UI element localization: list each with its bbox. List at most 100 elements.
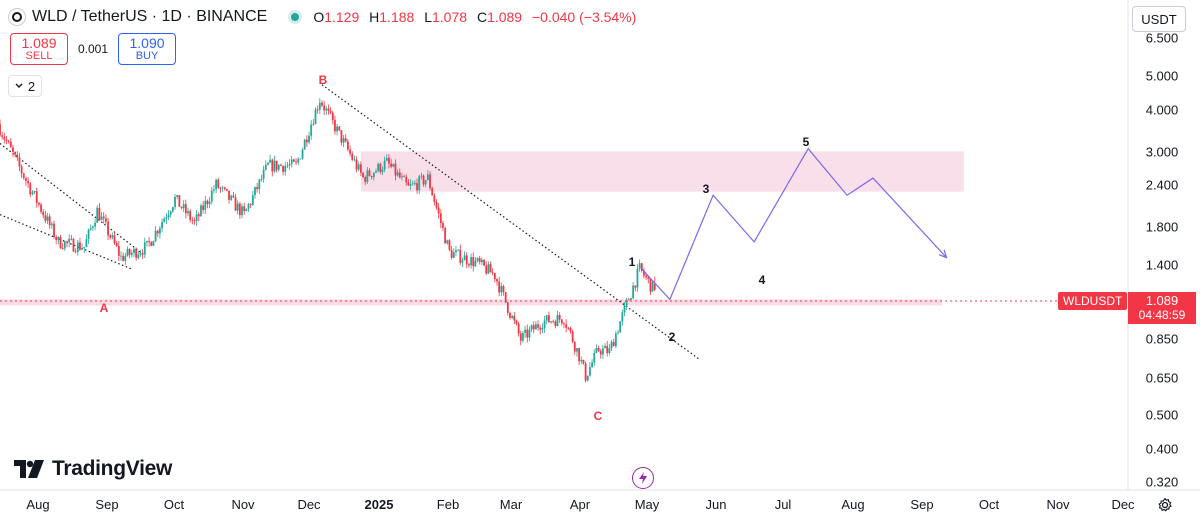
candle-body <box>269 159 272 163</box>
candle-body <box>468 264 470 266</box>
candle-body <box>511 315 514 318</box>
candle-body <box>625 299 628 306</box>
indicators-toggle-button[interactable]: 2 <box>8 75 42 97</box>
candle-body <box>25 178 27 181</box>
candle-body <box>604 345 606 349</box>
candle-body <box>362 172 364 178</box>
lightning-icon[interactable] <box>632 467 654 489</box>
candle-body <box>135 248 138 258</box>
candle-body <box>206 200 209 205</box>
time-tick: Feb <box>436 497 460 512</box>
candle-body <box>522 332 524 341</box>
tradingview-logo[interactable]: TradingView <box>14 457 172 481</box>
candle-body <box>81 248 84 250</box>
candle-body <box>184 204 187 214</box>
candle-body <box>260 178 263 180</box>
candle-body <box>571 331 574 343</box>
projection-arrowhead <box>938 249 948 259</box>
time-tick: Dec <box>1111 497 1135 512</box>
wave-label-5: 5 <box>802 135 810 149</box>
candle-body <box>457 249 460 251</box>
candle-body <box>433 195 436 203</box>
market-status-icon[interactable] <box>291 13 300 21</box>
candle-body <box>290 159 293 165</box>
candle-body <box>236 203 239 211</box>
time-tick-year: 2025 <box>364 497 394 512</box>
candle-body <box>325 108 328 111</box>
candle-body <box>584 363 587 381</box>
candle-body <box>20 166 23 174</box>
worldcoin-logo-icon <box>8 8 26 26</box>
candle-body <box>195 214 198 221</box>
candle-body <box>85 239 88 248</box>
symbol-title[interactable]: WLD / TetherUS · 1D · BINANCE <box>32 8 268 25</box>
support-zone <box>0 299 943 306</box>
buy-button[interactable]: 1.090 BUY <box>118 33 177 65</box>
candle-body <box>576 348 578 352</box>
sell-button[interactable]: 1.089 SELL <box>10 33 68 65</box>
candle-body <box>109 235 112 238</box>
symbol-price-label: WLDUSDT <box>1058 292 1128 310</box>
candle-body <box>122 255 125 261</box>
candle-body <box>225 188 228 191</box>
candle-body <box>431 188 434 196</box>
candle-body <box>591 362 593 368</box>
candle-body <box>35 191 38 203</box>
candle-body <box>398 172 401 178</box>
candle-body <box>327 108 330 111</box>
candle-body <box>396 172 399 176</box>
price-tick: 0.850 <box>1145 331 1179 347</box>
gear-icon[interactable] <box>1156 496 1174 514</box>
candle-body <box>280 164 282 166</box>
ohlc-legend: O1.129 H1.188 L1.078 C1.089 −0.040 (−3.5… <box>313 9 642 25</box>
candle-body <box>141 253 144 255</box>
candle-body <box>439 213 442 224</box>
candle-body <box>643 270 645 276</box>
candle-body <box>176 195 179 197</box>
candle-body <box>580 359 583 362</box>
candle-body <box>535 324 537 330</box>
candle-body <box>355 159 358 170</box>
chevron-down-icon <box>15 83 23 88</box>
candle-body <box>44 215 47 221</box>
candle-body <box>595 348 598 353</box>
currency-button[interactable]: USDT <box>1132 6 1186 32</box>
ohlc-close-key: C <box>476 9 488 25</box>
candle-body <box>589 367 591 376</box>
candle-body <box>217 179 220 188</box>
candle-body <box>465 255 468 265</box>
candle-body <box>230 195 233 200</box>
ohlc-high-key: H <box>369 9 380 25</box>
candle-body <box>100 216 103 221</box>
candle-body <box>92 226 94 228</box>
time-tick: Sep <box>910 497 934 512</box>
candle-body <box>617 332 619 334</box>
candle-body <box>359 164 362 173</box>
candle-body <box>277 164 280 170</box>
candle-body <box>120 255 122 257</box>
candle-body <box>608 348 611 354</box>
zones-layer <box>0 151 964 306</box>
tradingview-logo-icon <box>14 460 44 478</box>
candle-body <box>586 375 589 381</box>
candle-body <box>50 223 53 226</box>
candle-body <box>550 321 552 323</box>
candle-body <box>368 170 371 176</box>
ohlc-high-value: 1.188 <box>379 9 415 25</box>
candle-body <box>318 102 321 110</box>
candle-body <box>254 187 256 196</box>
time-tick: Apr <box>569 497 591 512</box>
candle-body <box>124 255 127 261</box>
candle-body <box>437 207 440 214</box>
sell-label: SELL <box>25 50 53 62</box>
trade-panel: 1.089 SELL 0.001 1.090 BUY <box>10 33 177 65</box>
ohlc-change: −0.040 (−3.54%) <box>532 9 637 25</box>
candle-body <box>247 204 250 209</box>
candle-body <box>0 124 1 136</box>
candle-body <box>5 139 8 141</box>
time-tick: May <box>634 497 660 512</box>
candle-body <box>68 238 71 243</box>
candle-body <box>651 281 654 292</box>
candle-body <box>165 217 168 219</box>
